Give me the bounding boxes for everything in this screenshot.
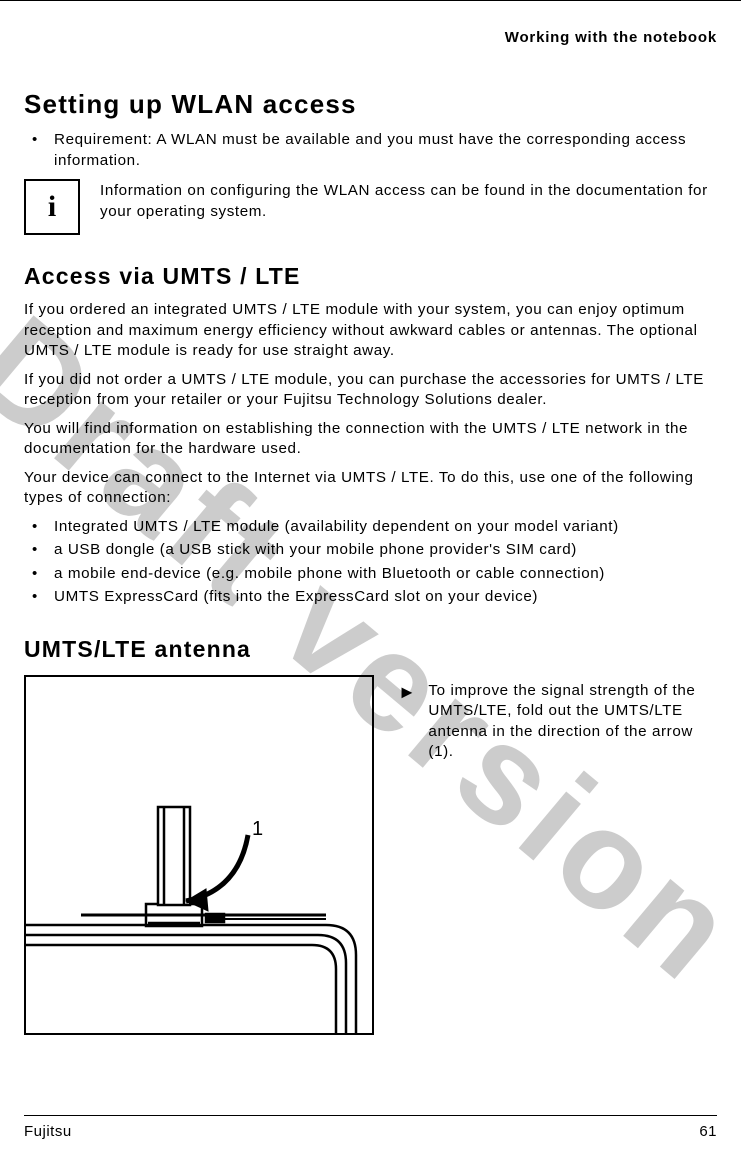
antenna-callout-label: 1	[252, 818, 263, 840]
running-head: Working with the notebook	[505, 29, 717, 46]
page: Working with the notebook Draft version …	[0, 0, 741, 1158]
antenna-instruction: ► To improve the signal strength of the …	[398, 675, 717, 763]
wlan-requirement-bullet: Requirement: A WLAN must be available an…	[24, 130, 717, 171]
heading-antenna: UMTS/LTE antenna	[24, 636, 717, 663]
umts-para-3: You will find information on establishin…	[24, 419, 717, 460]
wlan-bullet-list: Requirement: A WLAN must be available an…	[24, 130, 717, 171]
umts-para-2: If you did not order a UMTS / LTE module…	[24, 370, 717, 411]
info-icon: i	[24, 179, 80, 235]
antenna-instruction-text: To improve the signal strength of the UM…	[428, 681, 717, 763]
umts-bullet-3: UMTS ExpressCard (fits into the ExpressC…	[24, 587, 717, 608]
heading-umts: Access via UMTS / LTE	[24, 263, 717, 290]
footer-rule	[24, 1115, 717, 1116]
umts-bullet-list: Integrated UMTS / LTE module (availabili…	[24, 517, 717, 608]
umts-bullet-2: a mobile end-device (e.g. mobile phone w…	[24, 564, 717, 585]
antenna-section: 1 ► To improve the signal strength of th…	[24, 675, 717, 1035]
info-text: Information on configuring the WLAN acce…	[100, 179, 717, 222]
footer-brand: Fujitsu	[24, 1123, 72, 1140]
footer: Fujitsu 61	[24, 1123, 717, 1140]
info-box: i Information on configuring the WLAN ac…	[24, 179, 717, 235]
umts-para-4: Your device can connect to the Internet …	[24, 468, 717, 509]
umts-bullet-0: Integrated UMTS / LTE module (availabili…	[24, 517, 717, 538]
content: Setting up WLAN access Requirement: A WL…	[24, 89, 717, 1035]
heading-wlan: Setting up WLAN access	[24, 89, 717, 120]
umts-para-1: If you ordered an integrated UMTS / LTE …	[24, 300, 717, 362]
instruction-arrow-icon: ►	[398, 681, 416, 704]
umts-bullet-1: a USB dongle (a USB stick with your mobi…	[24, 540, 717, 561]
antenna-illustration: 1	[24, 675, 374, 1035]
antenna-svg: 1	[26, 677, 372, 1033]
footer-page-number: 61	[699, 1123, 717, 1140]
